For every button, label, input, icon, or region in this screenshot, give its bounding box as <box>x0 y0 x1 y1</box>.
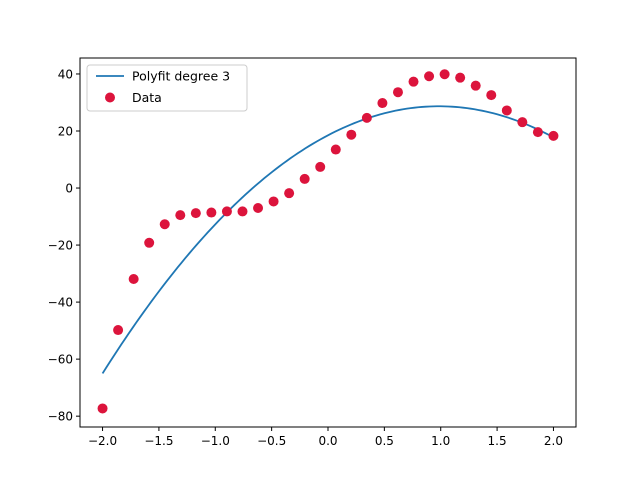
y-tick-label: 0 <box>65 182 73 196</box>
x-tick-label: −1.0 <box>201 434 230 448</box>
data-point <box>315 161 326 172</box>
y-tick-label: −20 <box>48 239 73 253</box>
data-point <box>517 117 528 128</box>
data-point <box>113 325 124 336</box>
data-point <box>221 206 232 217</box>
legend-label-fit: Polyfit degree 3 <box>132 69 230 84</box>
data-point <box>206 207 217 218</box>
legend: Polyfit degree 3 Data <box>86 64 248 112</box>
data-point <box>144 237 155 248</box>
x-tick-label: 0.5 <box>375 434 394 448</box>
x-axis-ticks: −2.0 −1.5 −1.0 −0.5 0.0 0.5 1.0 1.5 2.0 <box>88 427 563 448</box>
data-point <box>548 130 559 141</box>
data-point <box>346 129 357 140</box>
x-tick-label: 1.0 <box>431 434 450 448</box>
y-tick-label: −40 <box>48 296 73 310</box>
legend-label-data: Data <box>132 90 162 105</box>
data-point <box>299 173 310 184</box>
data-point <box>486 90 497 101</box>
data-point <box>190 208 201 219</box>
y-axis-ticks: −80 −60 −40 −20 0 20 40 <box>48 67 80 424</box>
data-point <box>284 188 295 199</box>
data-point <box>377 98 388 109</box>
data-point <box>268 196 279 207</box>
x-tick-label: −0.5 <box>257 434 286 448</box>
fit-line <box>101 105 554 374</box>
data-point <box>237 206 248 217</box>
y-tick-label: 40 <box>58 67 73 81</box>
y-tick-label: −60 <box>48 353 73 367</box>
data-point <box>501 105 512 116</box>
x-tick-label: 1.5 <box>488 434 507 448</box>
data-point <box>470 80 481 91</box>
data-point <box>532 127 543 138</box>
x-tick-label: 0.0 <box>318 434 337 448</box>
x-tick-label: −1.5 <box>144 434 173 448</box>
data-point <box>455 72 466 83</box>
y-tick-label: −80 <box>48 410 73 424</box>
data-point <box>97 403 108 414</box>
data-point <box>392 87 403 98</box>
data-point <box>159 219 170 230</box>
x-tick-label: 2.0 <box>544 434 563 448</box>
legend-box <box>86 64 248 112</box>
data-point <box>439 69 450 80</box>
axes-frame <box>79 57 577 428</box>
legend-marker-swatch <box>105 92 115 103</box>
y-tick-label: 20 <box>58 125 73 139</box>
data-point <box>408 76 419 87</box>
x-tick-label: −2.0 <box>88 434 117 448</box>
data-point <box>175 210 186 221</box>
data-point <box>330 144 341 155</box>
data-point <box>361 112 372 123</box>
data-point <box>128 274 139 284</box>
fit-line-layer <box>101 105 554 374</box>
data-points-layer <box>97 69 559 414</box>
data-point <box>253 203 264 213</box>
data-point <box>424 71 435 82</box>
plot-area <box>80 58 576 427</box>
